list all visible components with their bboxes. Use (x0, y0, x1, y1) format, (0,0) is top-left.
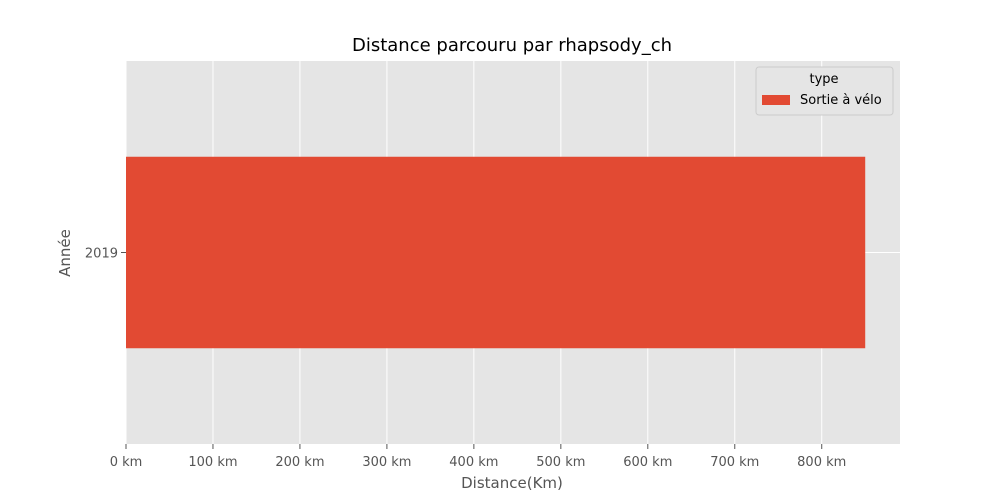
legend-box (755, 66, 894, 116)
x-axis-label: Distance(Km) (461, 474, 563, 492)
chart-title: Distance parcouru par rhapsody_ch (352, 35, 672, 56)
x-tick-label: 700 km (710, 455, 759, 470)
legend-swatch (762, 95, 790, 105)
bar (126, 156, 866, 349)
x-axis-ticks: 0 km 100 km 200 km 300 km 400 km 500 km 600 km… (110, 444, 846, 470)
x-tick-label: 400 km (449, 455, 498, 470)
x-tick-label: 0 km (110, 455, 143, 470)
x-tick-label: 100 km (188, 455, 237, 470)
x-tick-label: 500 km (536, 455, 585, 470)
x-tick-label: 300 km (362, 455, 411, 470)
y-axis-label: Année (56, 229, 74, 277)
bars (126, 156, 866, 349)
y-tick-label: 2019 (85, 247, 118, 262)
legend-entry-label: Sortie à vélo (800, 93, 882, 108)
x-tick-label: 800 km (797, 455, 846, 470)
legend: type Sortie à vélo (755, 66, 894, 116)
x-tick-label: 200 km (275, 455, 324, 470)
y-axis-ticks: 2019 (85, 247, 126, 262)
x-tick-label: 600 km (623, 455, 672, 470)
legend-title: type (809, 72, 838, 87)
